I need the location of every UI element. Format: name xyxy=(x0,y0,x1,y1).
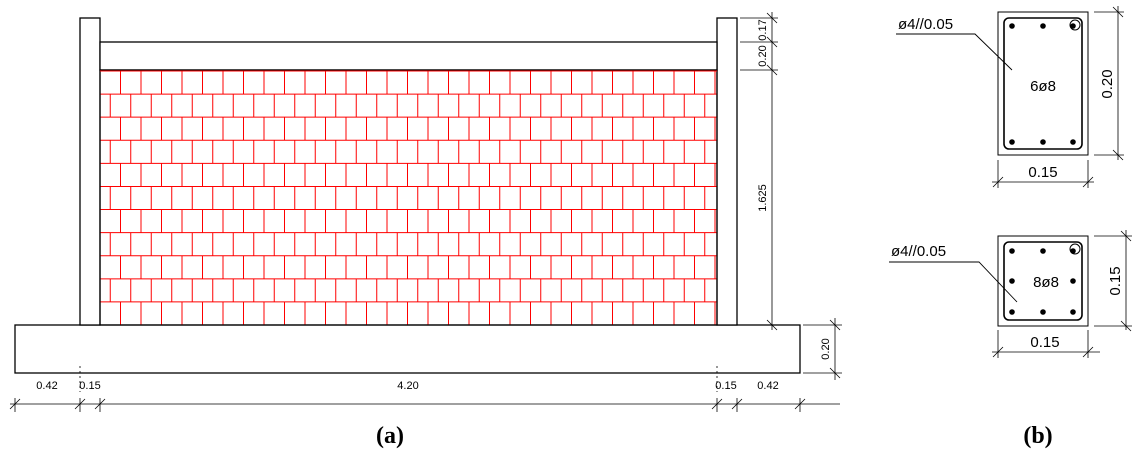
column-height-label: 0.15 xyxy=(1107,266,1124,295)
column-section-outline xyxy=(997,235,1089,327)
beam-hook-icon xyxy=(1069,19,1081,31)
left-column xyxy=(79,17,101,326)
column-section: ø4//0.05 8ø8 0.15 0.15 xyxy=(889,230,1132,358)
wall-elevation: 0.42 0.15 4.20 0.15 0.42 0.17 0.20 1.625 xyxy=(9,12,842,412)
column-hook-icon xyxy=(1069,243,1081,255)
column-bars-label: 8ø8 xyxy=(1033,274,1059,291)
bottom-dimension xyxy=(9,366,840,412)
beam-height-label: 0.20 xyxy=(1099,69,1116,98)
beam-stirrup-leader xyxy=(896,33,1013,71)
dim-left-column: 0.15 xyxy=(79,380,100,392)
dim-infill-height: 1.625 xyxy=(757,184,769,212)
column-width-label: 0.15 xyxy=(1030,334,1059,351)
right-vertical-dimension xyxy=(740,12,778,331)
top-beam xyxy=(99,41,718,71)
beam-section: ø4//0.05 6ø8 0.15 0.20 xyxy=(896,6,1124,188)
dim-left-footing: 0.42 xyxy=(36,380,57,392)
column-rebars xyxy=(1009,248,1076,315)
dim-beam-height: 0.20 xyxy=(757,45,769,66)
caption-b: (b) xyxy=(1023,423,1052,449)
beam-width-label: 0.15 xyxy=(1028,164,1057,181)
beam-dimensions xyxy=(992,6,1124,188)
column-dimensions xyxy=(992,230,1132,358)
beam-stirrup-label: ø4//0.05 xyxy=(898,16,953,33)
dim-infill-length: 4.20 xyxy=(397,380,418,392)
dim-footing-height: 0.20 xyxy=(820,338,832,359)
beam-rebars xyxy=(1009,23,1076,145)
right-column xyxy=(716,17,738,326)
column-stirrup-leader xyxy=(889,261,1018,303)
caption-a: (a) xyxy=(376,423,404,449)
footing xyxy=(14,324,801,374)
dim-right-footing: 0.42 xyxy=(757,380,778,392)
beam-bars-label: 6ø8 xyxy=(1030,78,1056,95)
dim-beam-top: 0.17 xyxy=(757,19,769,40)
infill-outline xyxy=(99,69,718,326)
dim-right-column: 0.15 xyxy=(715,380,736,392)
footing-height-dimension xyxy=(803,318,842,380)
column-stirrup xyxy=(1003,241,1083,321)
column-stirrup-label: ø4//0.05 xyxy=(891,243,946,260)
brick-infill xyxy=(100,71,717,325)
beam-section-outline xyxy=(997,11,1089,156)
beam-stirrup xyxy=(1003,17,1083,150)
